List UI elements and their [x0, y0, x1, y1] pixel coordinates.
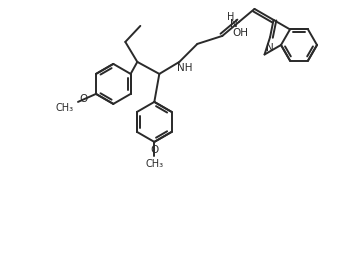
Text: N: N — [266, 42, 274, 53]
Text: O: O — [150, 145, 158, 155]
Text: H: H — [228, 12, 235, 22]
Text: OH: OH — [232, 28, 248, 38]
Text: N: N — [230, 19, 238, 29]
Text: CH₃: CH₃ — [145, 159, 163, 169]
Text: O: O — [80, 94, 88, 104]
Text: NH: NH — [176, 63, 192, 73]
Text: CH₃: CH₃ — [56, 103, 74, 113]
